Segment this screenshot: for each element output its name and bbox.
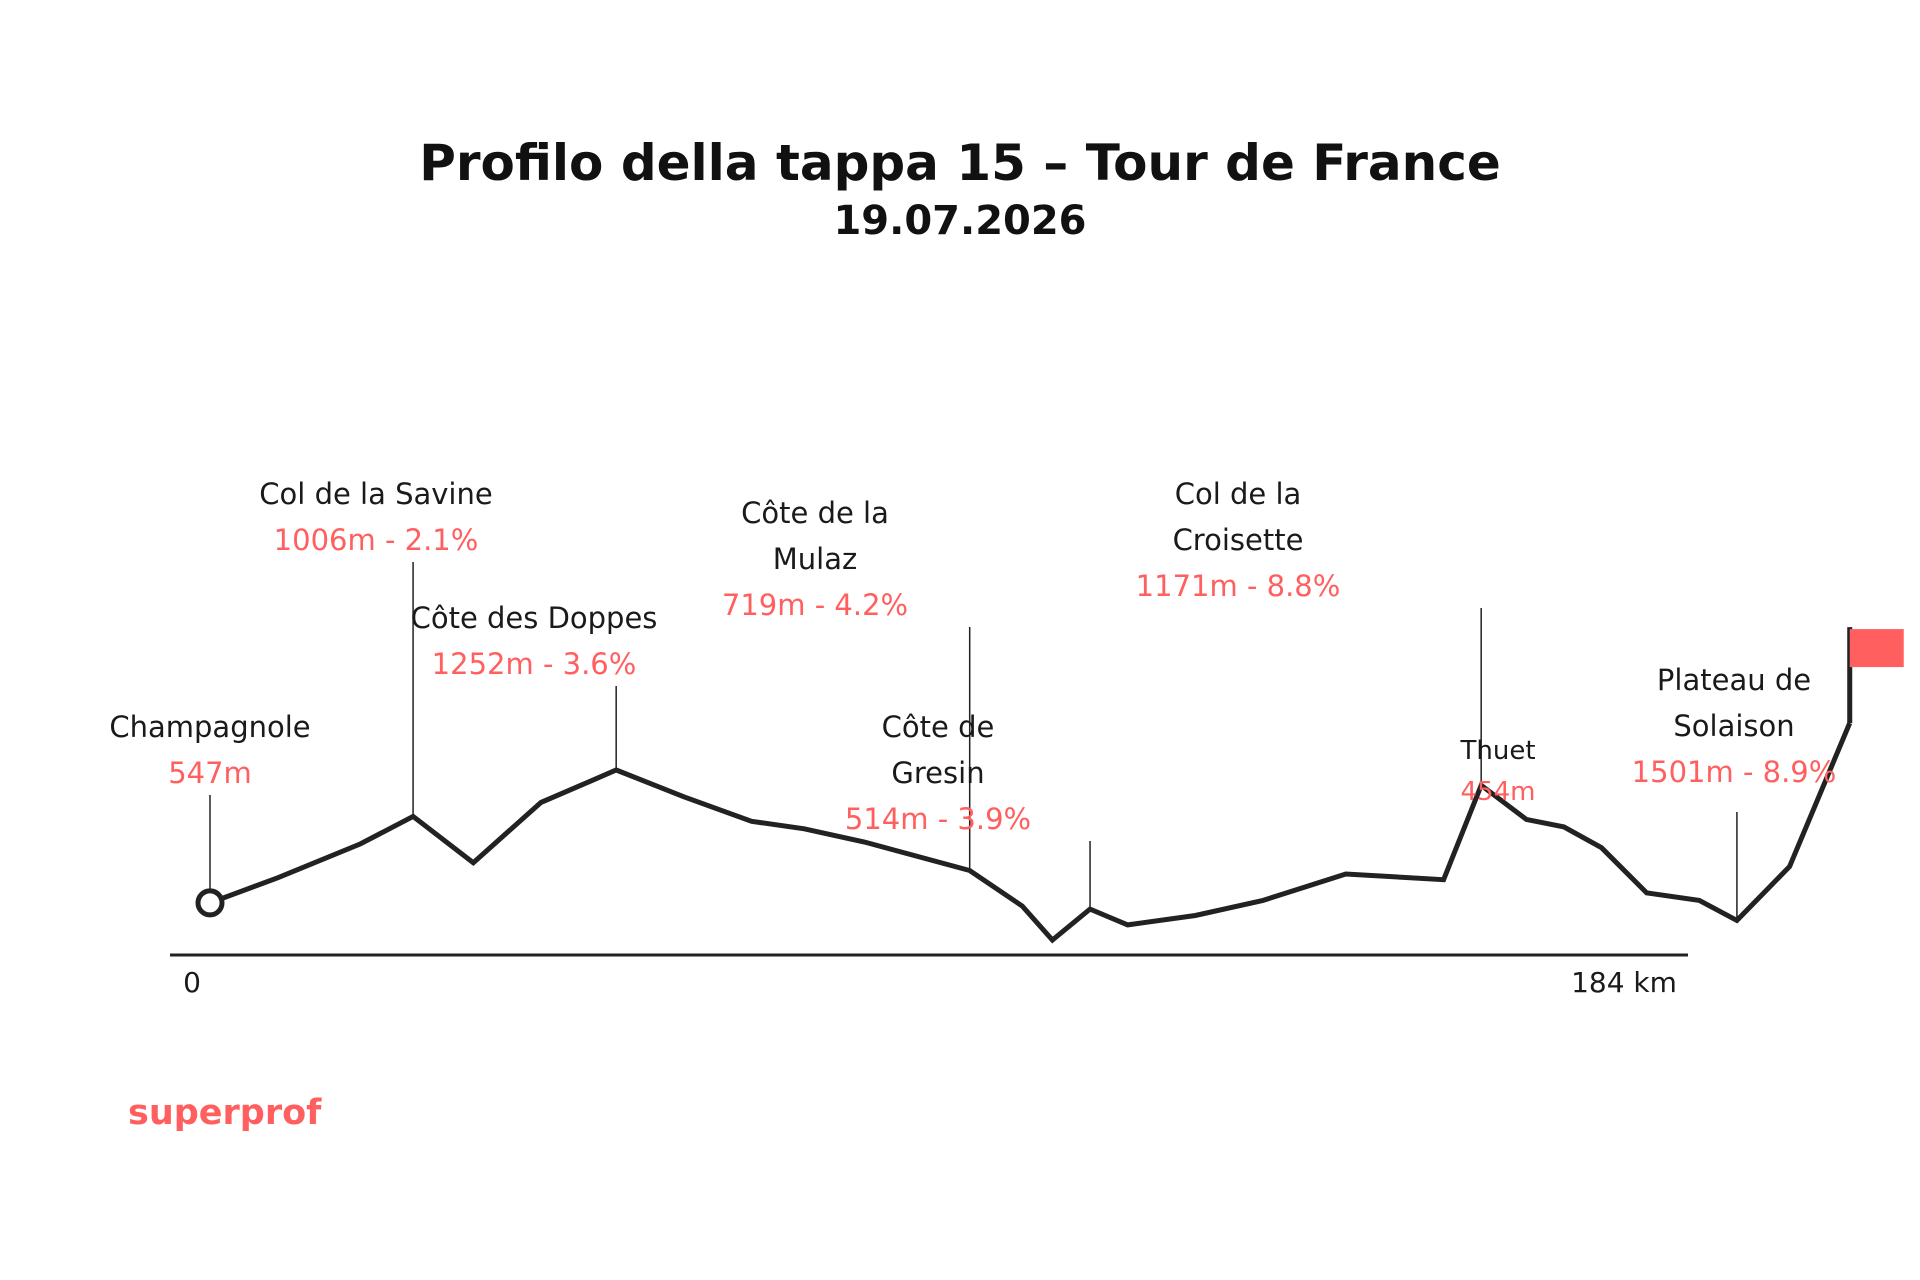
finish-name-line2: Solaison: [1673, 709, 1794, 743]
elevation-profile-line: [209, 722, 1853, 944]
climb-croisette-name-line2: Croisette: [1173, 523, 1304, 557]
chart-subtitle: 19.07.2026: [833, 198, 1086, 244]
finish-stat: 1501m - 8.9%: [1632, 755, 1837, 789]
climb-croisette-stat: 1171m - 8.8%: [1136, 569, 1341, 603]
climb-savine-name: Col de la Savine: [259, 477, 492, 511]
start-marker-icon: [195, 888, 225, 918]
finish-name-line1: Plateau de: [1657, 663, 1811, 697]
leader-lines: [209, 562, 1738, 921]
climb-mulaz-name-line2: Mulaz: [773, 542, 857, 576]
climb-doppes-stat: 1252m - 3.6%: [432, 647, 637, 681]
climb-savine-stat: 1006m - 2.1%: [274, 523, 479, 557]
finish-flag-icon: [1849, 629, 1904, 668]
climb-croisette-name-line1: Col de la: [1175, 477, 1302, 511]
chart-title: Profilo della tappa 15 – Tour de France: [419, 134, 1501, 192]
x-axis-end-label: 184 km: [1571, 966, 1677, 999]
climb-gresin-stat: 514m - 3.9%: [845, 802, 1031, 836]
climb-gresin-name-line1: Côte de: [882, 710, 995, 744]
climb-thuet-stat: 454m: [1461, 777, 1536, 807]
x-axis-start-label: 0: [183, 966, 201, 999]
climb-thuet-name: Thuet: [1459, 736, 1535, 766]
start-name-label: Champagnole: [109, 710, 310, 744]
climb-mulaz-name-line1: Côte de la: [741, 496, 889, 530]
superprof-logo: superprof: [128, 1093, 322, 1133]
climb-doppes-name: Côte des Doppes: [411, 601, 658, 635]
start-stat-label: 547m: [168, 756, 252, 790]
climb-mulaz-stat: 719m - 4.2%: [722, 588, 908, 622]
climb-gresin-name-line2: Gresin: [891, 756, 984, 790]
